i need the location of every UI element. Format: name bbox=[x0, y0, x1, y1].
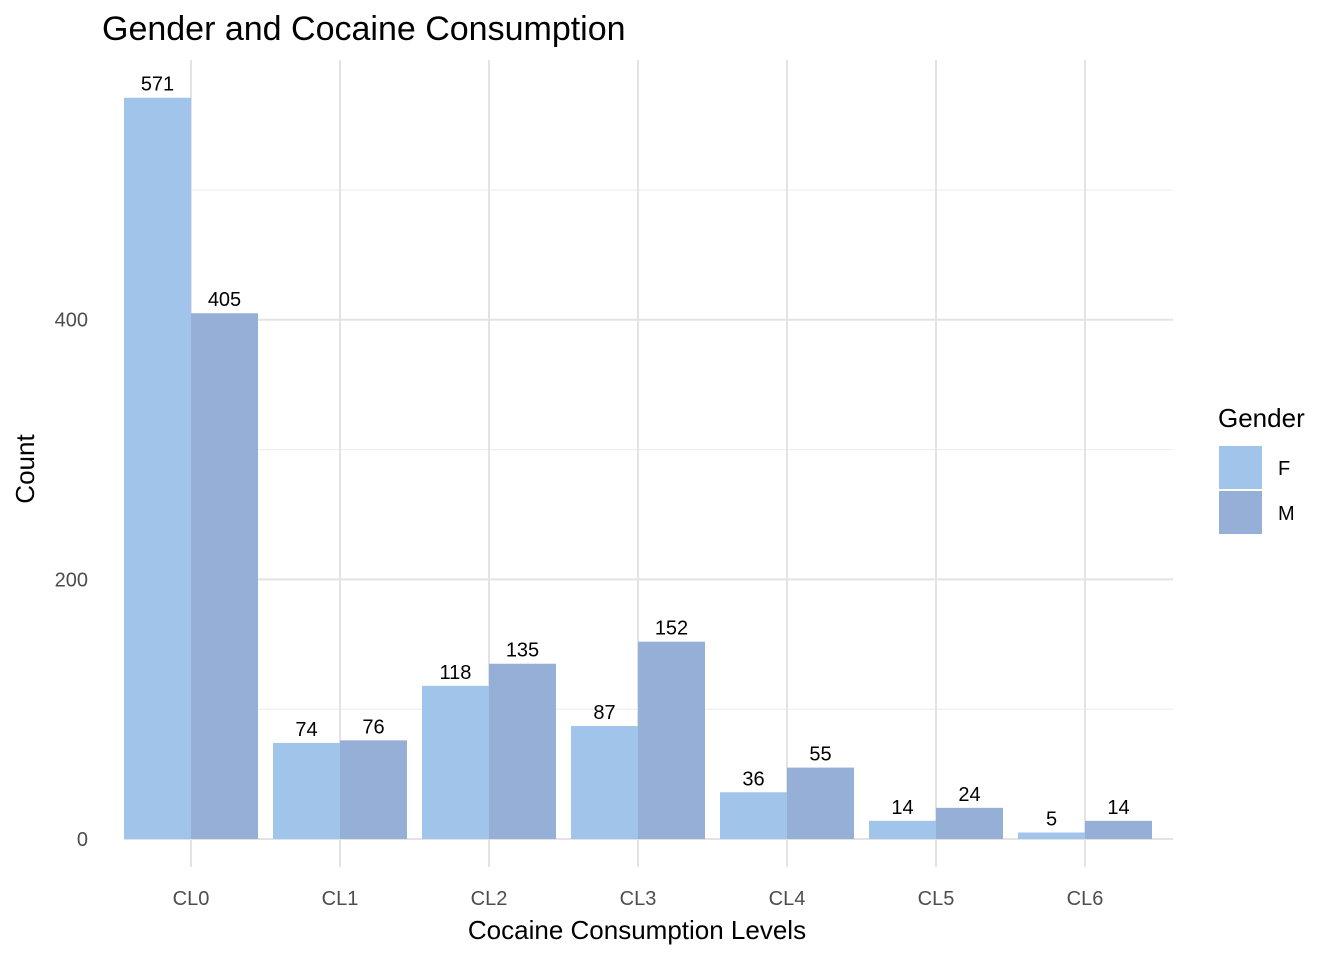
bar-cl0-m bbox=[191, 313, 258, 839]
bars-layer bbox=[124, 97, 1152, 840]
y-tick-label-400: 400 bbox=[55, 310, 88, 332]
bar-cl0-f bbox=[124, 97, 191, 840]
data-label-cl3-m: 152 bbox=[655, 618, 688, 640]
bar-cl2-m bbox=[489, 663, 556, 839]
data-label-cl0-m: 405 bbox=[208, 289, 241, 311]
x-tick-label-cl0: CL0 bbox=[173, 888, 210, 910]
bar-cl3-m bbox=[638, 641, 705, 839]
bar-cl1-m bbox=[340, 740, 407, 839]
x-tick-label-cl2: CL2 bbox=[471, 888, 508, 910]
chart-title: Gender and Cocaine Consumption bbox=[102, 10, 626, 48]
bar-cl5-m bbox=[936, 807, 1003, 839]
x-tick-label-cl6: CL6 bbox=[1067, 888, 1104, 910]
bar-cl5-f bbox=[869, 820, 936, 839]
data-label-cl6-m: 14 bbox=[1107, 797, 1129, 819]
data-label-cl5-f: 14 bbox=[891, 797, 913, 819]
x-tick-label-cl3: CL3 bbox=[620, 888, 657, 910]
bar-cl2-f bbox=[422, 685, 489, 839]
bar-cl3-f bbox=[571, 726, 638, 839]
legend-layer: FM bbox=[1219, 446, 1295, 534]
legend-label-m: M bbox=[1278, 503, 1295, 525]
x-tick-label-cl1: CL1 bbox=[322, 888, 359, 910]
y-tick-label-200: 200 bbox=[55, 569, 88, 591]
y-tick-label-0: 0 bbox=[77, 829, 88, 851]
data-label-cl1-m: 76 bbox=[362, 716, 384, 738]
bar-cl6-f bbox=[1018, 832, 1085, 839]
data-label-cl2-f: 118 bbox=[440, 662, 472, 684]
bar-cl1-f bbox=[273, 742, 340, 839]
data-label-cl6-f: 5 bbox=[1046, 809, 1057, 831]
bar-cl4-m bbox=[787, 767, 854, 839]
x-tick-label-cl4: CL4 bbox=[769, 888, 806, 910]
y-axis-title: Count bbox=[10, 434, 40, 504]
legend-label-f: F bbox=[1278, 458, 1290, 480]
labels-layer: 571 405 74 76 118 135 87 152 36 55 14 24 5 14 bbox=[141, 74, 1130, 831]
x-axis-title: Cocaine Consumption Levels bbox=[468, 915, 806, 945]
legend-swatch-f bbox=[1219, 446, 1262, 489]
data-label-cl5-m: 24 bbox=[958, 784, 980, 806]
data-label-cl1-f: 74 bbox=[295, 719, 317, 741]
data-label-cl3-f: 87 bbox=[593, 702, 615, 724]
bar-cl4-f bbox=[720, 792, 787, 839]
data-label-cl2-m: 135 bbox=[506, 640, 539, 662]
bar-cl6-m bbox=[1085, 820, 1152, 839]
data-label-cl4-f: 36 bbox=[742, 768, 764, 790]
data-label-cl0-f: 571 bbox=[141, 74, 174, 96]
data-label-cl4-m: 55 bbox=[809, 744, 831, 766]
axes-layer: 0 200 400 CL0 CL1 CL2 CL3 CL4 CL5 CL6 bbox=[55, 310, 1104, 910]
x-tick-label-cl5: CL5 bbox=[918, 888, 955, 910]
legend-swatch-m bbox=[1219, 491, 1262, 534]
legend-title: Gender bbox=[1218, 403, 1305, 433]
